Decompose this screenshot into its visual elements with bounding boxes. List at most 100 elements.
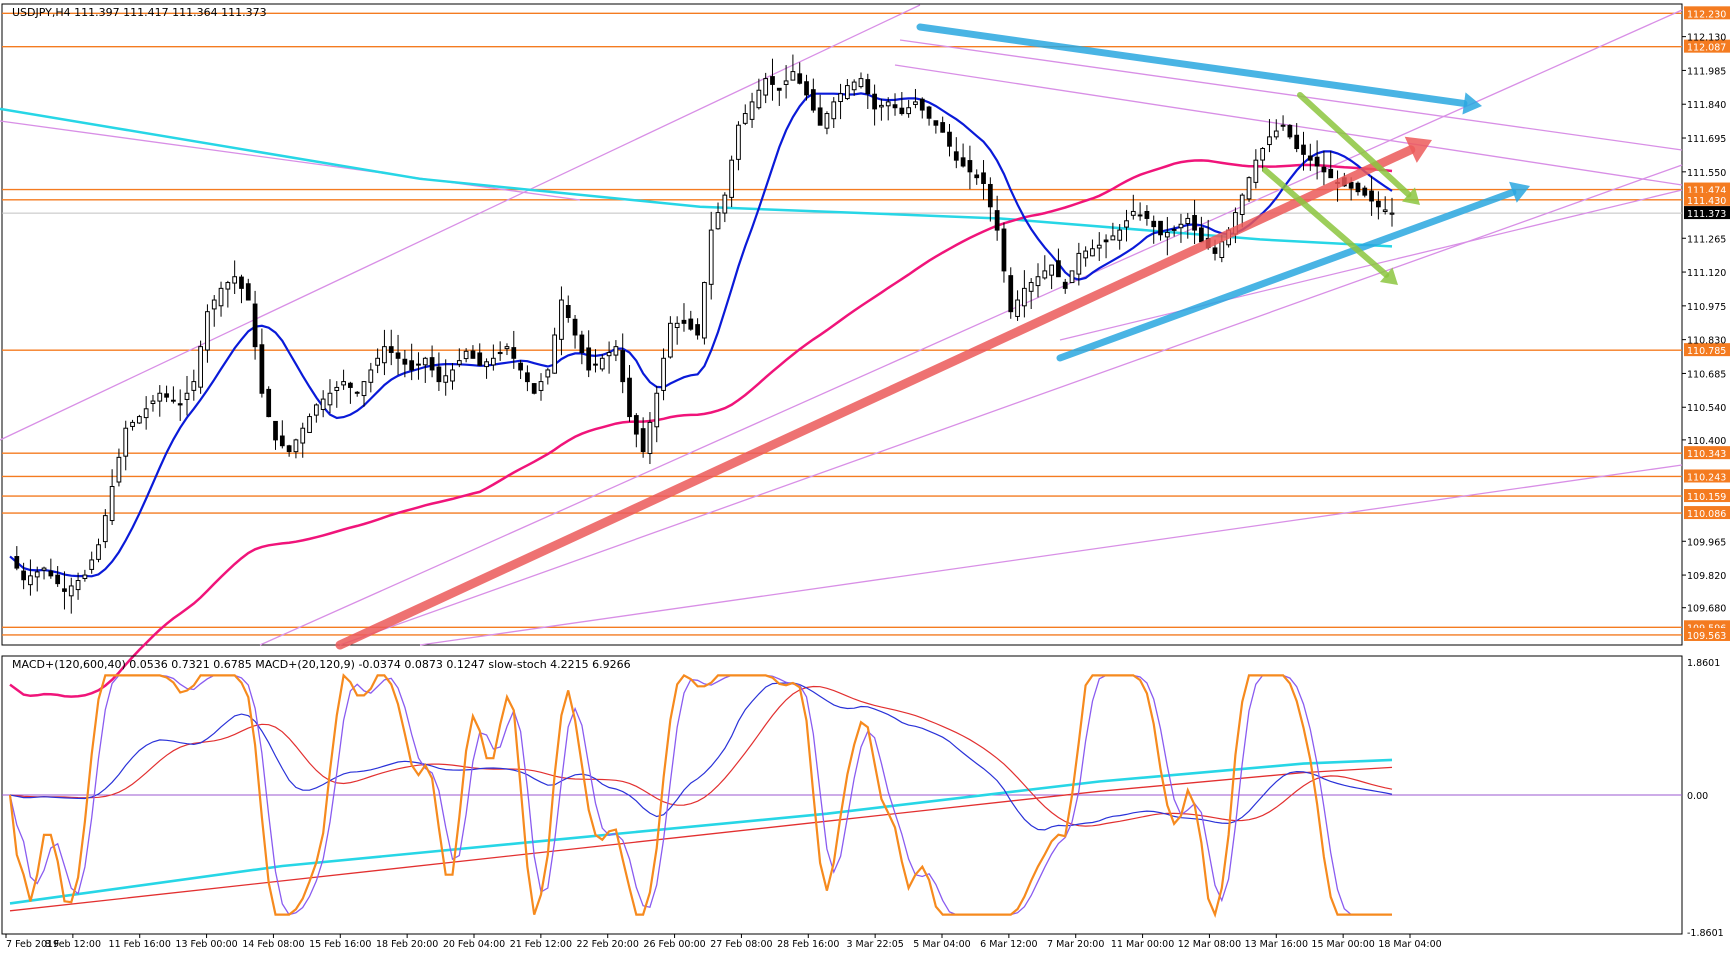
candle-body[interactable]	[157, 392, 163, 402]
candle-body[interactable]	[831, 101, 837, 120]
candle-body[interactable]	[1144, 210, 1150, 219]
candle-body[interactable]	[1022, 287, 1027, 307]
candle-body[interactable]	[1307, 155, 1313, 161]
candle-body[interactable]	[763, 78, 769, 96]
candle-body[interactable]	[654, 392, 660, 428]
candle-body[interactable]	[1171, 228, 1177, 231]
macd-slow-signal[interactable]	[9, 766, 1393, 912]
candle-body[interactable]	[313, 404, 319, 416]
candle-body[interactable]	[531, 383, 537, 394]
macd-slow-main[interactable]	[9, 758, 1393, 905]
candle-body[interactable]	[1273, 130, 1279, 138]
candle-body[interactable]	[1219, 241, 1225, 259]
candle-body[interactable]	[89, 559, 95, 570]
candle-body[interactable]	[1178, 223, 1184, 229]
candle-body[interactable]	[1267, 136, 1272, 146]
candle-body[interactable]	[613, 346, 619, 356]
candle-body[interactable]	[906, 107, 912, 115]
candle-body[interactable]	[899, 107, 905, 115]
candle-body[interactable]	[450, 369, 455, 382]
candle-body[interactable]	[1321, 166, 1327, 173]
candle-body[interactable]	[327, 392, 333, 406]
candle-body[interactable]	[34, 571, 40, 578]
candle-body[interactable]	[205, 311, 210, 351]
candle-body[interactable]	[490, 357, 496, 366]
candle-body[interactable]	[872, 93, 877, 110]
candle-body[interactable]	[300, 427, 306, 444]
candle-body[interactable]	[525, 372, 530, 383]
candle-body[interactable]	[552, 334, 558, 374]
stoch-signal-line[interactable]	[9, 674, 1392, 916]
blue-arrow-upper[interactable]	[916, 23, 1468, 107]
candle-body[interactable]	[334, 386, 340, 391]
candle-body[interactable]	[1382, 209, 1388, 213]
candle-body[interactable]	[593, 363, 598, 366]
candle-body[interactable]	[865, 79, 871, 95]
candle-body[interactable]	[48, 570, 54, 577]
candle-body[interactable]	[402, 358, 408, 365]
candle-body[interactable]	[75, 580, 81, 591]
candle-body[interactable]	[21, 570, 26, 581]
candle-body[interactable]	[681, 319, 687, 324]
blue-arrow-lower-head[interactable]	[1509, 181, 1530, 203]
candle-body[interactable]	[1008, 275, 1014, 313]
candle-body[interactable]	[1389, 212, 1395, 215]
candle-body[interactable]	[722, 194, 728, 214]
blue-arrow-lower[interactable]	[1056, 188, 1517, 362]
candle-body[interactable]	[1164, 231, 1170, 238]
candle-body[interactable]	[348, 382, 353, 388]
candle-body[interactable]	[429, 357, 435, 371]
candle-body[interactable]	[1001, 228, 1007, 272]
channel-line[interactable]	[0, 120, 581, 201]
candle-body[interactable]	[96, 544, 101, 560]
candle-body[interactable]	[1376, 200, 1381, 208]
candle-body[interactable]	[824, 113, 830, 129]
candle-body[interactable]	[62, 588, 67, 592]
candle-body[interactable]	[477, 352, 483, 366]
candle-body[interactable]	[667, 322, 673, 358]
candle-body[interactable]	[565, 305, 571, 319]
candle-body[interactable]	[702, 282, 707, 339]
candle-body[interactable]	[245, 283, 251, 301]
candle-body[interactable]	[729, 159, 735, 198]
candle-body[interactable]	[409, 360, 415, 371]
candle-body[interactable]	[232, 276, 238, 284]
candle-body[interactable]	[919, 98, 925, 111]
channel-line[interactable]	[899, 39, 1683, 151]
candle-body[interactable]	[273, 420, 278, 441]
candle-body[interactable]	[239, 276, 244, 289]
candle-body[interactable]	[463, 350, 469, 360]
candle-body[interactable]	[164, 393, 169, 398]
candle-body[interactable]	[1328, 168, 1334, 179]
candle-body[interactable]	[225, 282, 231, 290]
candle-body[interactable]	[987, 183, 993, 208]
candle-body[interactable]	[150, 400, 156, 404]
candle-body[interactable]	[1117, 229, 1123, 241]
candle-body[interactable]	[1110, 235, 1116, 241]
candle-body[interactable]	[749, 101, 755, 120]
candle-body[interactable]	[1151, 220, 1157, 228]
candle-body[interactable]	[756, 89, 762, 109]
green-arrow-upper-head[interactable]	[1402, 187, 1420, 205]
candle-body[interactable]	[851, 81, 857, 91]
macd-fast-signal[interactable]	[9, 685, 1393, 827]
candle-body[interactable]	[783, 80, 789, 85]
candle-body[interactable]	[967, 160, 973, 173]
candle-body[interactable]	[1348, 181, 1354, 189]
channel-line[interactable]	[419, 464, 1683, 646]
candle-body[interactable]	[1199, 227, 1204, 243]
candle-body[interactable]	[708, 229, 714, 285]
candle-body[interactable]	[1137, 214, 1143, 217]
candle-body[interactable]	[1362, 187, 1368, 196]
candle-body[interactable]	[252, 303, 258, 348]
candle-body[interactable]	[742, 113, 748, 124]
candle-body[interactable]	[1090, 248, 1095, 257]
channel-line[interactable]	[0, 4, 921, 441]
candle-body[interactable]	[279, 435, 285, 447]
candle-body[interactable]	[892, 104, 898, 109]
candle-body[interactable]	[497, 351, 503, 355]
candle-body[interactable]	[354, 391, 360, 394]
candle-body[interactable]	[1314, 156, 1320, 167]
ma-slow-line[interactable]	[9, 159, 1393, 698]
